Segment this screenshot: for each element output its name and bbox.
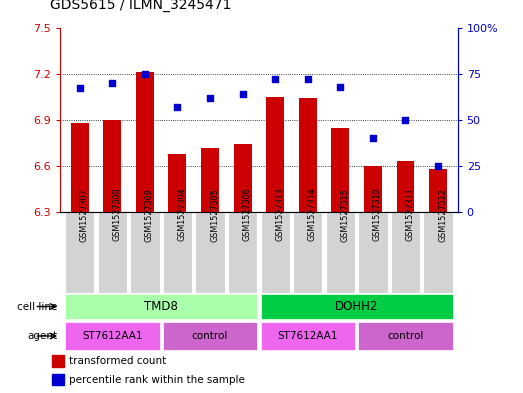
Text: ST7612AA1: ST7612AA1 <box>278 331 338 341</box>
Point <box>141 70 149 77</box>
Text: GSM1527304: GSM1527304 <box>177 188 186 241</box>
Text: TMD8: TMD8 <box>144 300 178 313</box>
FancyBboxPatch shape <box>391 212 420 293</box>
Text: GSM1527308: GSM1527308 <box>112 188 121 241</box>
Text: GSM1527305: GSM1527305 <box>210 188 219 242</box>
FancyBboxPatch shape <box>98 212 127 293</box>
Text: agent: agent <box>27 331 58 341</box>
FancyBboxPatch shape <box>65 294 257 319</box>
FancyBboxPatch shape <box>163 322 257 350</box>
Bar <box>396 162 414 212</box>
Bar <box>299 98 317 212</box>
Bar <box>201 148 219 212</box>
FancyBboxPatch shape <box>293 212 322 293</box>
Bar <box>52 355 64 367</box>
Text: GSM1527314: GSM1527314 <box>308 188 317 241</box>
Point <box>336 83 345 90</box>
Point <box>238 91 247 97</box>
FancyBboxPatch shape <box>130 212 160 293</box>
Text: percentile rank within the sample: percentile rank within the sample <box>69 375 245 385</box>
Text: control: control <box>388 331 424 341</box>
Point <box>108 80 117 86</box>
FancyBboxPatch shape <box>228 212 257 293</box>
FancyBboxPatch shape <box>424 212 453 293</box>
FancyBboxPatch shape <box>196 212 225 293</box>
Text: transformed count: transformed count <box>69 356 166 366</box>
Text: GSM1527311: GSM1527311 <box>405 188 415 241</box>
Bar <box>234 145 252 212</box>
FancyBboxPatch shape <box>65 322 160 350</box>
Text: DOHH2: DOHH2 <box>335 300 378 313</box>
Bar <box>332 128 349 212</box>
Text: GSM1527306: GSM1527306 <box>243 188 252 241</box>
Text: GSM1527307: GSM1527307 <box>79 188 89 242</box>
FancyBboxPatch shape <box>358 322 453 350</box>
FancyBboxPatch shape <box>326 212 355 293</box>
Bar <box>168 154 186 212</box>
Text: cell line: cell line <box>17 301 58 312</box>
Bar <box>364 166 382 212</box>
Text: GDS5615 / ILMN_3245471: GDS5615 / ILMN_3245471 <box>50 0 231 12</box>
Point <box>434 163 442 169</box>
Text: control: control <box>192 331 228 341</box>
FancyBboxPatch shape <box>260 294 453 319</box>
Bar <box>266 97 284 212</box>
Point <box>173 104 181 110</box>
Text: GSM1527309: GSM1527309 <box>145 188 154 242</box>
FancyBboxPatch shape <box>163 212 192 293</box>
Text: ST7612AA1: ST7612AA1 <box>82 331 143 341</box>
Text: GSM1527315: GSM1527315 <box>340 188 349 242</box>
Point <box>401 117 410 123</box>
FancyBboxPatch shape <box>65 212 94 293</box>
Text: GSM1527312: GSM1527312 <box>438 188 447 242</box>
Point <box>303 76 312 83</box>
Point <box>271 76 279 83</box>
Bar <box>136 72 154 212</box>
Bar <box>52 374 64 385</box>
Text: GSM1527310: GSM1527310 <box>373 188 382 241</box>
FancyBboxPatch shape <box>260 322 355 350</box>
Text: GSM1527313: GSM1527313 <box>275 188 284 241</box>
Bar <box>104 120 121 212</box>
FancyBboxPatch shape <box>358 212 388 293</box>
FancyBboxPatch shape <box>260 212 290 293</box>
Bar <box>429 169 447 212</box>
Bar <box>71 123 89 212</box>
Point <box>369 135 377 141</box>
Point <box>75 85 84 92</box>
Point <box>206 95 214 101</box>
